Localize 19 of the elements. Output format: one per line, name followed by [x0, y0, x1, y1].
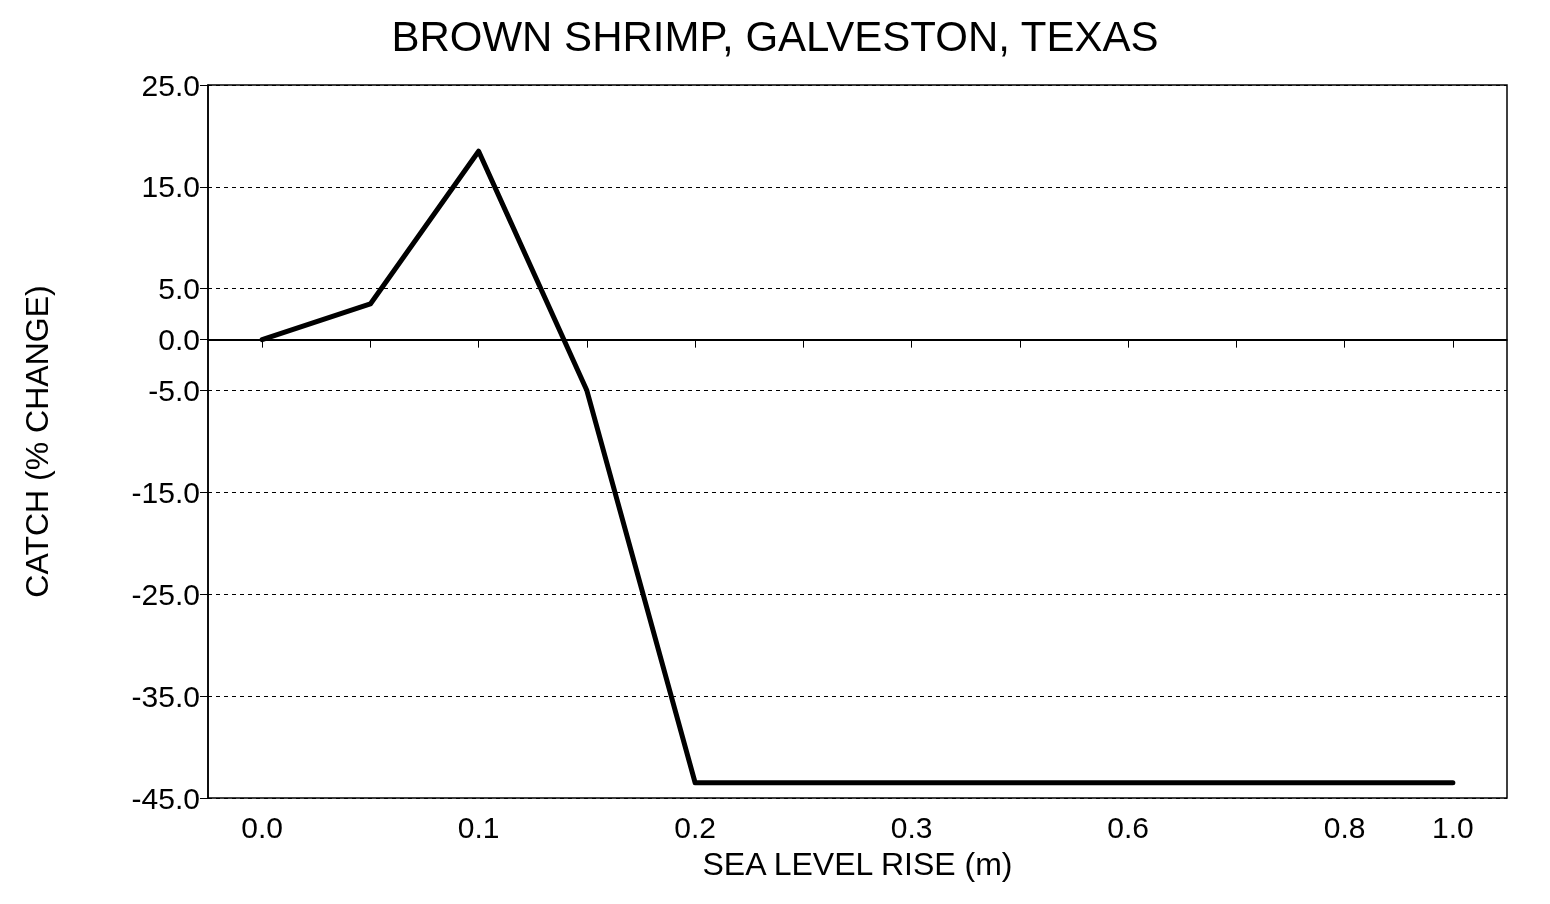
y-tick-label: -5.0 — [148, 374, 200, 408]
x-tick-label: 0.3 — [890, 810, 933, 844]
x-tick-label: 0.6 — [1107, 810, 1149, 844]
x-tick-label: 0.0 — [241, 810, 283, 844]
x-tick-label: 0.2 — [674, 810, 716, 844]
x-tick-label: 0.1 — [457, 810, 500, 844]
chart-title: BROWN SHRIMP, GALVESTON, TEXAS — [391, 12, 1159, 60]
x-axis-title: SEA LEVEL RISE (m) — [702, 846, 1013, 882]
y-tick-label: -15.0 — [131, 475, 200, 509]
y-tick-label: -45.0 — [131, 781, 200, 815]
y-tick-label: 25.0 — [141, 68, 200, 102]
y-tick-label: -35.0 — [131, 679, 200, 713]
y-tick-label: 15.0 — [141, 170, 200, 204]
x-tick-label: 0.8 — [1323, 810, 1366, 844]
x-tick-label: 1.0 — [1432, 810, 1474, 844]
y-tick-label: 0.0 — [158, 323, 200, 357]
y-tick-label: -25.0 — [131, 577, 200, 611]
y-axis-title: CATCH (% CHANGE) — [19, 285, 55, 598]
y-tick-label: 5.0 — [158, 272, 200, 306]
